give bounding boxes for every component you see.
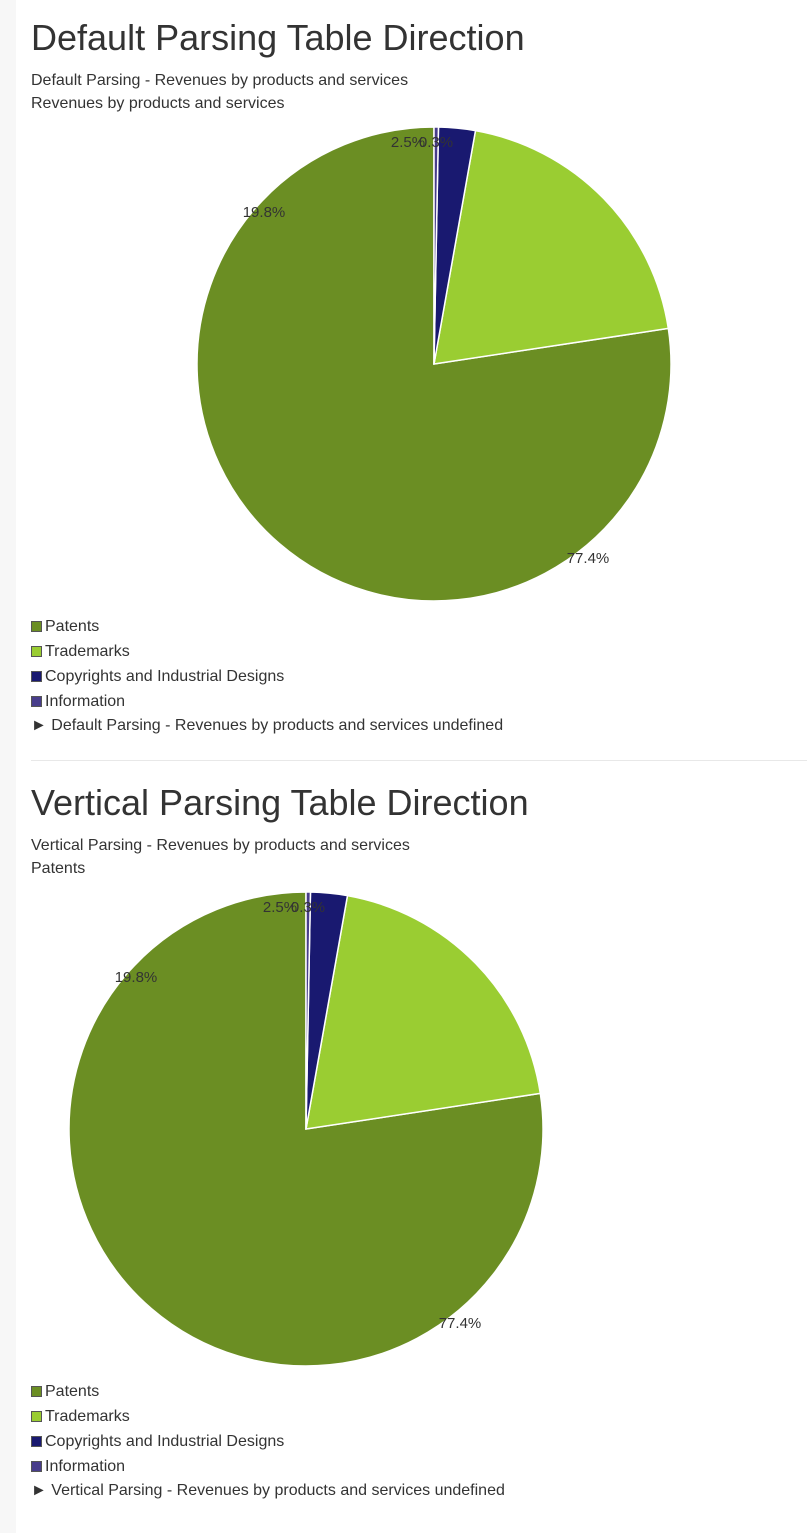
- pie-data-label: 2.5%: [263, 899, 297, 916]
- legend-swatch: [31, 621, 42, 632]
- legend-item: Copyrights and Industrial Designs: [31, 664, 503, 689]
- pie-slice-trademarks: [305, 894, 542, 1130]
- legend-swatch: [31, 1461, 42, 1472]
- pie-data-label: 0.3%: [419, 134, 453, 151]
- pie-slice-information: [305, 891, 312, 1130]
- pie-data-label: 77.4%: [439, 1315, 482, 1332]
- chart-subcaption: Revenues by products and services: [31, 95, 285, 112]
- legend-label: Patents: [45, 618, 100, 635]
- chart-caption: Vertical Parsing - Revenues by products …: [31, 837, 410, 854]
- legend-label: Patents: [45, 1383, 100, 1400]
- legend-item: Information: [31, 689, 503, 714]
- section-vertical-parsing: Vertical Parsing Table Direction Vertica…: [31, 779, 807, 1499]
- pie-data-label: 19.8%: [243, 204, 286, 221]
- legend-item: Information: [31, 1454, 505, 1479]
- legend-swatch: [31, 671, 42, 682]
- chart-legend: Patents Trademarks Copyrights and Industri…: [31, 1379, 505, 1503]
- pie-data-label: 2.5%: [391, 134, 425, 151]
- pie-slice-information: [433, 126, 440, 365]
- pie-data-label: 77.4%: [567, 550, 610, 567]
- legend-toggle[interactable]: ► Default Parsing - Revenues by products…: [31, 717, 504, 734]
- legend-item: Trademarks: [31, 1404, 505, 1429]
- pie-chart: 77.4% 19.8% 2.5%0.3%: [68, 891, 544, 1367]
- pie-chart: 77.4% 19.8% 2.5%0.3%: [196, 126, 672, 602]
- legend-label: Information: [45, 1458, 126, 1475]
- left-rail: [0, 0, 16, 1533]
- pie-slice-trademarks: [433, 129, 670, 365]
- chart-caption: Default Parsing - Revenues by products a…: [31, 72, 409, 89]
- legend-item: Copyrights and Industrial Designs: [31, 1429, 505, 1454]
- legend-label: Information: [45, 693, 126, 710]
- legend-swatch: [31, 646, 42, 657]
- section-heading: Vertical Parsing Table Direction: [31, 782, 529, 823]
- legend-label: Copyrights and Industrial Designs: [45, 668, 285, 685]
- pie-data-label: 19.8%: [115, 969, 158, 986]
- legend-swatch: [31, 1386, 42, 1397]
- legend-item: Patents: [31, 614, 503, 639]
- legend-toggle[interactable]: ► Vertical Parsing - Revenues by product…: [31, 1482, 505, 1499]
- legend-label: Trademarks: [45, 1408, 130, 1425]
- section-heading: Default Parsing Table Direction: [31, 17, 525, 58]
- pie-data-label: 0.3%: [291, 899, 325, 916]
- section-divider: [31, 760, 807, 761]
- section-default-parsing: Default Parsing Table Direction Default …: [31, 14, 807, 734]
- legend-label: Copyrights and Industrial Designs: [45, 1433, 285, 1450]
- chart-subcaption: Patents: [31, 860, 86, 877]
- legend-swatch: [31, 1411, 42, 1422]
- legend-item: Patents: [31, 1379, 505, 1404]
- legend-label: Trademarks: [45, 643, 130, 660]
- legend-swatch: [31, 1436, 42, 1447]
- legend-swatch: [31, 696, 42, 707]
- legend-item: Trademarks: [31, 639, 503, 664]
- chart-legend: Patents Trademarks Copyrights and Industri…: [31, 614, 503, 738]
